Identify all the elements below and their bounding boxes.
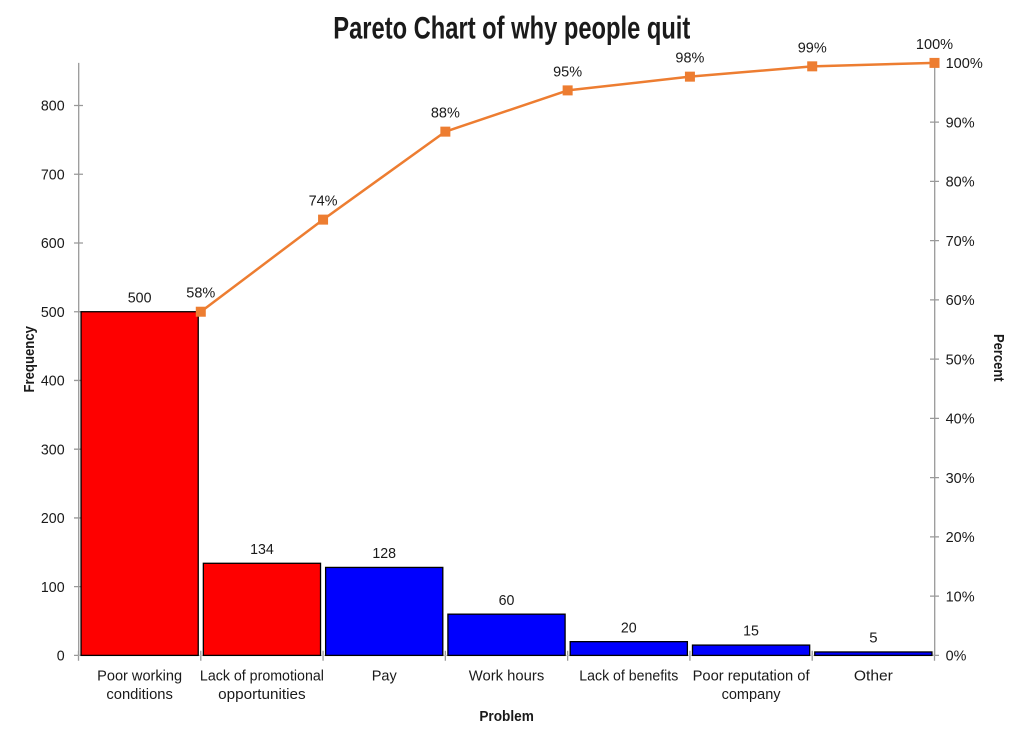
svg-text:Percent: Percent: [990, 334, 1007, 382]
svg-text:20: 20: [621, 619, 637, 636]
svg-text:100: 100: [41, 579, 65, 596]
svg-text:70%: 70%: [946, 233, 975, 250]
svg-text:200: 200: [41, 510, 65, 527]
svg-text:60: 60: [499, 592, 515, 609]
svg-text:Lack of promotional: Lack of promotional: [200, 667, 324, 684]
svg-text:400: 400: [41, 373, 65, 390]
svg-text:100%: 100%: [916, 36, 953, 53]
svg-text:15: 15: [743, 623, 759, 640]
svg-text:conditions: conditions: [106, 686, 173, 703]
svg-text:800: 800: [41, 98, 65, 115]
svg-text:90%: 90%: [946, 114, 975, 131]
svg-text:Other: Other: [854, 667, 893, 684]
svg-text:10%: 10%: [946, 588, 975, 605]
svg-text:74%: 74%: [309, 193, 338, 210]
svg-text:500: 500: [128, 289, 152, 306]
svg-text:0%: 0%: [946, 648, 967, 665]
svg-text:Poor reputation of: Poor reputation of: [693, 667, 811, 684]
svg-text:100%: 100%: [946, 55, 983, 72]
svg-text:company: company: [722, 686, 781, 703]
svg-text:20%: 20%: [946, 529, 975, 546]
svg-text:opportunities: opportunities: [218, 686, 306, 703]
svg-text:Frequency: Frequency: [21, 325, 38, 392]
svg-text:Poor working: Poor working: [97, 667, 182, 684]
svg-text:5: 5: [869, 630, 877, 647]
svg-text:30%: 30%: [946, 470, 975, 487]
svg-text:99%: 99%: [798, 39, 827, 56]
svg-text:700: 700: [41, 166, 65, 183]
svg-text:80%: 80%: [946, 174, 975, 191]
svg-text:58%: 58%: [186, 285, 215, 302]
svg-text:128: 128: [372, 545, 396, 562]
svg-text:Problem: Problem: [479, 708, 534, 725]
svg-text:60%: 60%: [946, 292, 975, 309]
svg-text:Pay: Pay: [372, 667, 397, 684]
svg-text:134: 134: [250, 541, 274, 558]
svg-text:Lack of benefits: Lack of benefits: [579, 667, 678, 684]
svg-text:0: 0: [57, 648, 65, 665]
svg-text:40%: 40%: [946, 411, 975, 428]
svg-text:500: 500: [41, 304, 65, 321]
svg-text:300: 300: [41, 441, 65, 458]
svg-text:98%: 98%: [675, 50, 704, 67]
svg-text:Pareto Chart of why people qui: Pareto Chart of why people quit: [333, 10, 690, 45]
svg-text:88%: 88%: [431, 105, 460, 122]
svg-text:Work hours: Work hours: [469, 667, 545, 684]
svg-text:600: 600: [41, 235, 65, 252]
svg-text:50%: 50%: [946, 351, 975, 368]
svg-text:95%: 95%: [553, 63, 582, 80]
